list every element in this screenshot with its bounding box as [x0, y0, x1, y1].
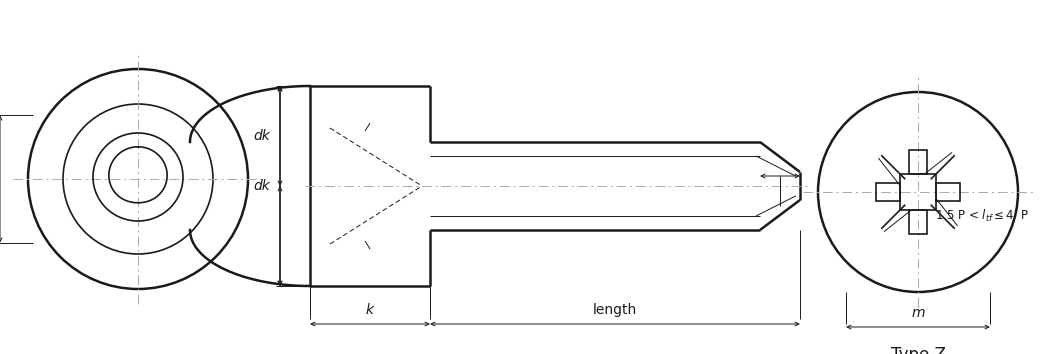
Text: dk: dk — [254, 179, 271, 193]
Text: dk: dk — [254, 129, 271, 143]
Text: m: m — [911, 306, 925, 320]
Text: Type Z: Type Z — [890, 346, 945, 354]
Bar — [909, 210, 927, 234]
Bar — [876, 183, 900, 201]
Text: length: length — [593, 303, 637, 317]
Bar — [900, 174, 936, 210]
Text: k: k — [366, 303, 374, 317]
Text: 1.5 P < $l_{tf}$$\leq$4  P: 1.5 P < $l_{tf}$$\leq$4 P — [934, 208, 1029, 224]
Bar — [936, 183, 960, 201]
Bar — [909, 150, 927, 174]
